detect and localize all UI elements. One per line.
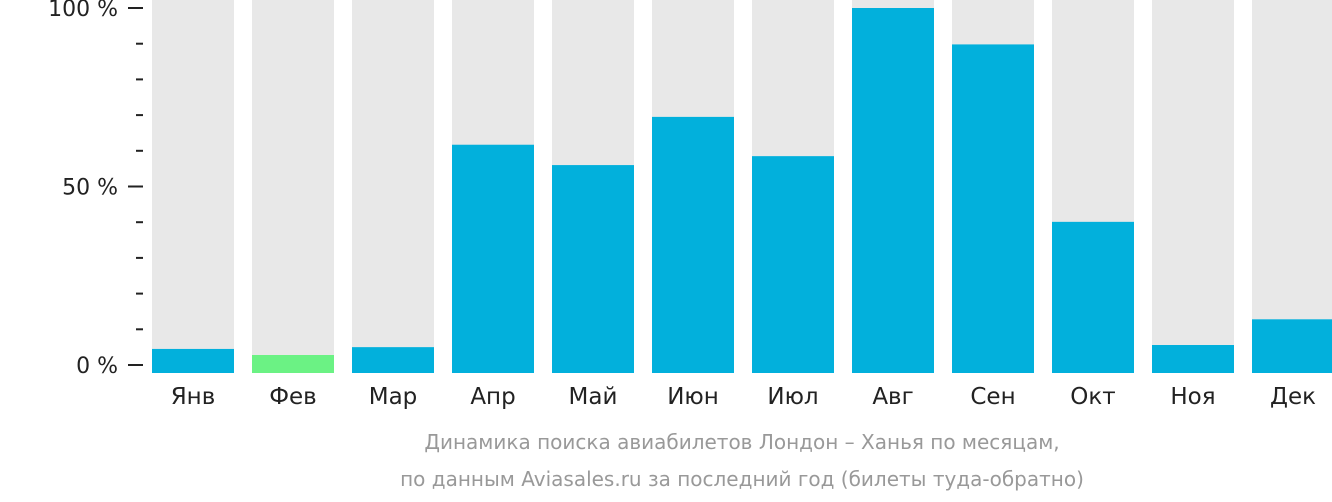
bar-track-3	[352, 0, 434, 373]
bar-6	[652, 116, 734, 373]
bar-7	[752, 156, 834, 373]
x-tick-label: Янв	[171, 384, 216, 410]
x-tick-label: Окт	[1070, 384, 1115, 410]
bar-tracks	[152, 0, 1332, 373]
bar-11	[1152, 345, 1234, 373]
x-tick-label: Авг	[872, 384, 913, 410]
bar-5	[552, 165, 634, 373]
bar-track-2	[252, 0, 334, 373]
y-tick-label: 100 %	[48, 0, 118, 22]
bar-1	[152, 348, 234, 373]
bar-8	[852, 8, 934, 373]
chart-caption-line-1: Динамика поиска авиабилетов Лондон – Хан…	[424, 430, 1060, 454]
x-tick-label: Фев	[269, 384, 317, 410]
bar-chart: 0 % 50 % 100 % Янв Фев Мар Апр Май Июн Июл Авг Сен…	[48, 0, 1332, 410]
bars	[152, 8, 1332, 373]
bar-track-11	[1152, 0, 1234, 373]
x-tick-label: Ноя	[1170, 384, 1215, 410]
x-tick-label: Май	[569, 384, 618, 410]
x-tick-label: Дек	[1270, 384, 1316, 410]
y-tick-label: 0 %	[76, 354, 118, 379]
x-tick-label: Мар	[369, 384, 418, 410]
x-axis: Янв Фев Мар Апр Май Июн Июл Авг Сен Окт Ноя Дек	[171, 384, 1316, 410]
bar-10	[1052, 221, 1134, 373]
x-tick-label: Июл	[767, 384, 818, 410]
bar-4	[452, 144, 534, 373]
bar-12	[1252, 319, 1332, 373]
bar-9	[952, 44, 1034, 373]
x-tick-label: Июн	[667, 384, 719, 410]
x-tick-label: Сен	[970, 384, 1015, 410]
bar-track-12	[1252, 0, 1332, 373]
bar-2	[252, 355, 334, 373]
bar-3	[352, 347, 434, 373]
chart-caption-line-2: по данным Aviasales.ru за последний год …	[400, 467, 1084, 491]
y-tick-label: 50 %	[62, 176, 118, 201]
y-axis: 0 % 50 % 100 %	[48, 0, 143, 379]
x-tick-label: Апр	[470, 384, 515, 410]
bar-track-1	[152, 0, 234, 373]
